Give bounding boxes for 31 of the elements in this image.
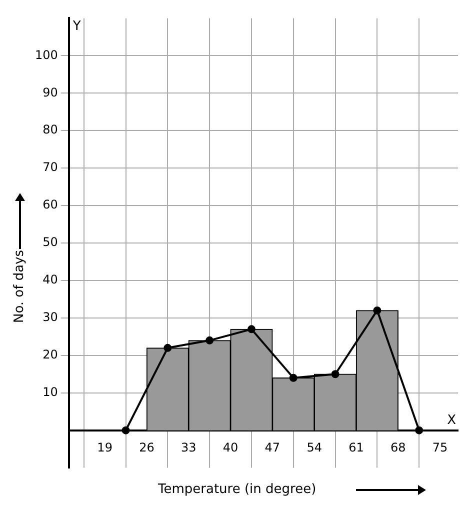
- x-axis-title: Temperature (in degree): [158, 482, 316, 497]
- point: [331, 370, 340, 378]
- annotation: Y: [72, 19, 81, 34]
- x-tick-label: 26: [139, 440, 154, 455]
- x-tick-label: 40: [222, 440, 238, 455]
- point: [206, 336, 214, 344]
- y-tick-label: 40: [42, 272, 58, 287]
- x-tick-label: 68: [390, 440, 406, 455]
- x-tick-label: 54: [306, 440, 322, 455]
- x-tick-label: 33: [180, 440, 196, 455]
- x-tick-label: 75: [432, 440, 448, 455]
- point: [415, 426, 424, 434]
- y-tick-label: 30: [42, 310, 58, 324]
- x-tick-label: 19: [97, 440, 112, 455]
- point: [247, 325, 256, 334]
- y-tick-label: 10: [42, 384, 58, 399]
- y-tick-label: 90: [42, 85, 58, 100]
- point: [289, 374, 298, 382]
- y-tick-label: 20: [42, 348, 58, 362]
- y-tick-label: 80: [42, 122, 58, 137]
- point: [122, 426, 130, 434]
- y-axis-title: No. of days: [12, 249, 28, 323]
- point: [373, 306, 382, 314]
- x-tick-label: 47: [264, 440, 280, 455]
- y-tick-label: 100: [35, 48, 58, 62]
- y-tick-label: 70: [42, 160, 58, 174]
- y-tick-label: 50: [42, 235, 58, 250]
- point: [164, 344, 172, 352]
- y-tick-label: 60: [42, 198, 58, 212]
- annotation: X: [447, 413, 456, 428]
- x-tick-label: 61: [348, 440, 364, 455]
